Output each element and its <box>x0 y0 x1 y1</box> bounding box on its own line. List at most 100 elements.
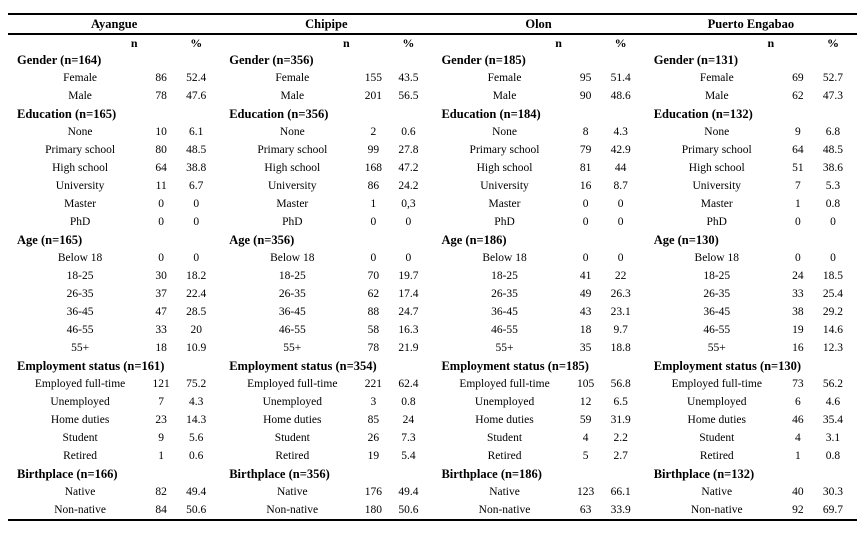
row-label: Below 18 <box>57 252 103 264</box>
col-header-percent: % <box>821 34 857 51</box>
row-label: 26-35 <box>66 288 94 300</box>
percent-value: 2.7 <box>613 450 628 462</box>
col-header-n-label: n <box>555 36 562 50</box>
row-label: Unemployed <box>50 396 110 408</box>
column-header-spacer <box>8 34 138 51</box>
count-value: 30 <box>155 270 167 282</box>
percent-value: 3.1 <box>825 432 841 444</box>
count-value: 0 <box>582 252 589 264</box>
count-value: 84 <box>138 501 185 521</box>
row-label: PhD <box>69 216 91 228</box>
percent-value: 5.6 <box>189 432 204 444</box>
percent-value: 24.7 <box>398 306 419 318</box>
row-label: Retired <box>699 450 734 462</box>
percent-value: 47.6 <box>186 90 207 102</box>
percent-value: 75.2 <box>186 378 207 390</box>
count-value: 78 <box>155 90 167 102</box>
row-label: PhD <box>282 216 303 228</box>
count-value: 0 <box>158 252 165 264</box>
percent-value: 0 <box>193 252 200 264</box>
percent-value: 35.4 <box>822 414 843 426</box>
col-header-n-label: n <box>130 36 138 50</box>
percent-value: 18.2 <box>186 270 207 282</box>
count-value: 64 <box>792 144 804 156</box>
count-value: 59 <box>579 414 592 426</box>
row-label: None <box>279 126 305 138</box>
row-label: 18-25 <box>703 270 731 282</box>
row-label: 55+ <box>283 342 302 354</box>
row-label: 36-45 <box>66 306 94 318</box>
row-label: Home duties <box>687 414 746 426</box>
percent-value: 29.2 <box>822 306 843 318</box>
table-head: Ayangue Chipipe Olon Puerto Engabao n % … <box>8 13 857 51</box>
count-value: 7 <box>794 180 801 192</box>
count-value: 201 <box>364 90 382 102</box>
percent-value: 27.8 <box>398 144 419 156</box>
count-value: 6 <box>794 396 801 408</box>
percent-value: 47.2 <box>398 162 419 174</box>
percent-value: 42.9 <box>610 144 631 156</box>
data-row-education-4: Master 0 0 Master 1 0,3 Master 0 0 Master 1 0.8 <box>8 195 857 213</box>
data-row-age-1: 18-25 30 18.2 18-25 70 19.7 18-25 41 22 18-25 24 18… <box>8 267 857 285</box>
percent-value: 48.5 <box>822 144 843 156</box>
count-value: 19 <box>367 450 380 462</box>
percent-value: 52.4 <box>186 72 207 84</box>
column-header-row: n % n % n % n % <box>8 34 857 51</box>
percent-value: 0.8 <box>825 450 841 462</box>
count-value: 10 <box>155 126 167 138</box>
data-row-gender-1: Male 78 47.6 Male 201 56.5 Male 90 48.6 Male 62 47.… <box>8 87 857 105</box>
demographics-table: Ayangue Chipipe Olon Puerto Engabao n % … <box>8 13 857 521</box>
row-label: Non-native <box>432 501 563 521</box>
count-value: 105 <box>576 378 595 390</box>
count-value: 176 <box>364 486 382 498</box>
row-label: Native <box>489 486 520 498</box>
percent-value: 9.7 <box>613 324 628 336</box>
count-value: 85 <box>367 414 380 426</box>
row-label: High school <box>688 162 745 174</box>
count-value: 0 <box>794 252 801 264</box>
count-value: 37 <box>155 288 167 300</box>
data-row-employment-2: Home duties 23 14.3 Home duties 85 24 Home dut… <box>8 411 857 429</box>
row-label: Female <box>275 72 310 84</box>
column-header-spacer <box>220 34 350 51</box>
percent-value: 2.2 <box>613 432 628 444</box>
row-label: 36-45 <box>491 306 518 318</box>
count-value: 88 <box>367 306 380 318</box>
row-label: Below 18 <box>270 252 315 264</box>
data-row-education-3: University 11 6.7 University 86 24.2 Universit… <box>8 177 857 195</box>
data-row-age-3: 36-45 47 28.5 36-45 88 24.7 36-45 43 23.1 36-45 38… <box>8 303 857 321</box>
row-label: Employed full-time <box>247 378 338 390</box>
section-title-education-1: Education (n=356) <box>229 107 329 121</box>
row-label: Female <box>699 72 734 84</box>
percent-value: 30.3 <box>822 486 843 498</box>
percent-value: 6.5 <box>613 396 628 408</box>
count-value: 16 <box>792 342 804 354</box>
count-value: 0 <box>158 198 165 210</box>
row-label: 46-55 <box>703 324 731 336</box>
col-header-percent: % <box>609 34 645 51</box>
percent-value: 16.3 <box>398 324 419 336</box>
col-header-n: n <box>555 34 609 51</box>
count-value: 8 <box>582 126 589 138</box>
count-value: 5 <box>582 450 589 462</box>
row-label: 36-45 <box>278 306 306 318</box>
count-value: 123 <box>576 486 595 498</box>
row-label: Unemployed <box>262 396 322 408</box>
row-label: Male <box>280 90 305 102</box>
data-row-education-2: High school 64 38.8 High school 168 47.2 High … <box>8 159 857 177</box>
count-value: 9 <box>794 126 801 138</box>
section-title-education-2: Education (n=184) <box>441 107 541 121</box>
percent-value: 26.3 <box>610 288 631 300</box>
count-value: 7 <box>158 396 165 408</box>
percent-value: 66.1 <box>610 486 631 498</box>
percent-value: 56.5 <box>398 90 419 102</box>
percent-value: 28.5 <box>186 306 207 318</box>
count-value: 180 <box>350 501 397 521</box>
percent-value: 33.9 <box>608 501 645 521</box>
row-label: Master <box>276 198 309 210</box>
row-label: Native <box>701 486 733 498</box>
count-value: 4 <box>794 432 801 444</box>
count-value: 73 <box>792 378 804 390</box>
percent-value: 56.2 <box>822 378 843 390</box>
